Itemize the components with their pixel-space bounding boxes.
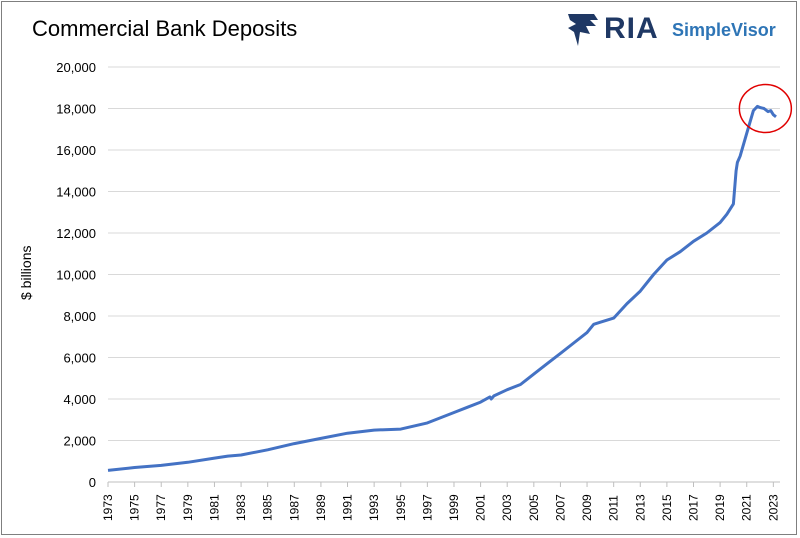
x-tick-label: 1981 (207, 494, 221, 521)
y-tick-label: 18,000 (56, 102, 96, 117)
x-tick-label: 1997 (420, 494, 434, 521)
x-tick-label: 1975 (128, 494, 142, 521)
brand-product: SimpleVisor (672, 20, 776, 40)
x-tick-label: 2019 (713, 494, 727, 521)
ria-logo: RIA SimpleVisor (566, 10, 781, 50)
x-tick-label: 1973 (101, 494, 115, 521)
x-tick-label: 1987 (287, 494, 301, 521)
x-tick-label: 1979 (181, 494, 195, 521)
x-tick-label: 2013 (633, 494, 647, 521)
brand-name: RIA (604, 12, 659, 45)
y-tick-label: 8,000 (63, 309, 96, 324)
y-tick-labels: 0 2,000 4,000 6,000 8,000 10,000 12,000 14,000 1… (56, 60, 96, 490)
x-tick-label: 1983 (234, 494, 248, 521)
x-tick-label: 2015 (660, 494, 674, 521)
x-tick-label: 2009 (580, 494, 594, 521)
y-tick-label: 2,000 (63, 434, 96, 449)
grid-lines (108, 66, 780, 441)
y-tick-label: 6,000 (63, 351, 96, 366)
deposits-series-line (107, 104, 777, 472)
y-tick-label: 14,000 (56, 185, 96, 200)
y-tick-label: 12,000 (56, 226, 96, 241)
x-tick-label: 1999 (447, 494, 461, 521)
y-tick-label: 4,000 (63, 392, 96, 407)
highlight-circle (738, 83, 793, 134)
x-tick-label: 2003 (500, 494, 514, 521)
x-tick-label: 1977 (154, 494, 168, 521)
y-tick-label: 20,000 (56, 60, 96, 75)
x-tick-label: 1993 (367, 494, 381, 521)
x-tick-label: 2007 (553, 494, 567, 521)
x-tick-label: 2001 (474, 494, 488, 521)
x-tick-label: 1989 (314, 494, 328, 521)
x-tick-label: 2023 (766, 494, 780, 521)
eagle-icon (568, 14, 598, 46)
x-tick-labels: 1973 1975 1977 1979 1981 1983 1985 1987 1989 1991… (101, 482, 780, 521)
y-tick-label: 16,000 (56, 143, 96, 158)
x-tick-label: 2005 (527, 494, 541, 521)
chart-title: Commercial Bank Deposits (32, 16, 298, 41)
x-tick-label: 1991 (341, 494, 355, 521)
x-tick-label: 2017 (687, 494, 701, 521)
x-tick-label: 2011 (607, 495, 621, 521)
x-tick-label: 1985 (261, 494, 275, 521)
y-tick-label: 10,000 (56, 268, 96, 283)
x-tick-label: 2021 (740, 494, 754, 521)
y-tick-label: 0 (89, 475, 96, 490)
x-tick-label: 1995 (394, 494, 408, 521)
